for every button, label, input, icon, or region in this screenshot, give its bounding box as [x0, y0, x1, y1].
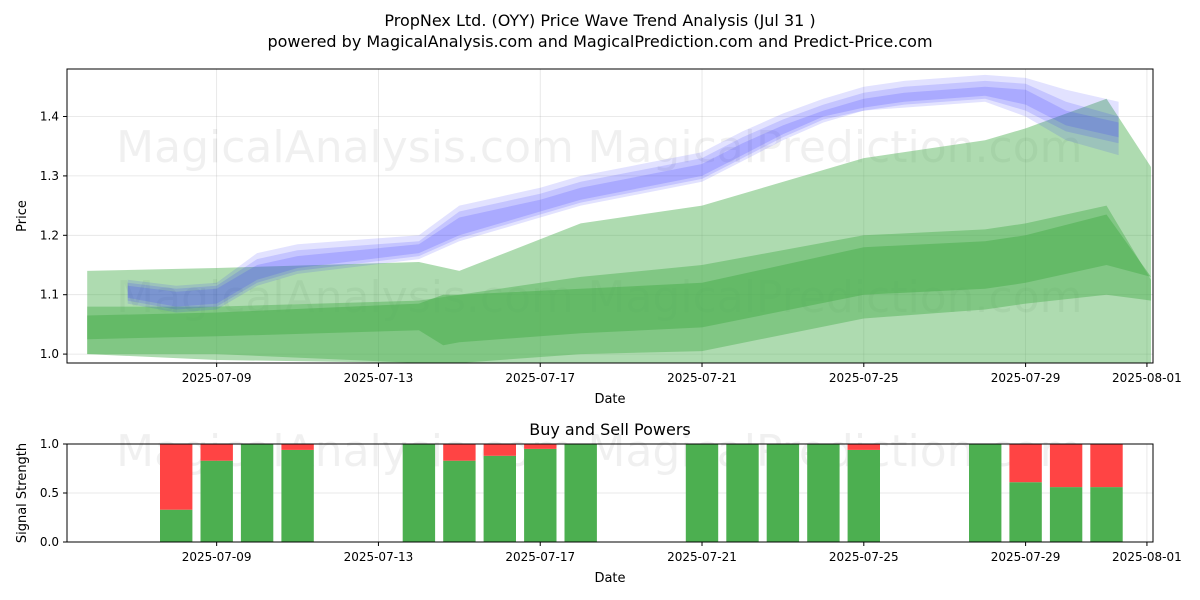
sell-power-bar	[483, 444, 516, 456]
blue-price-wave-band	[127, 86, 1119, 307]
sell-power-bar	[1009, 444, 1042, 483]
buy-power-bar	[200, 460, 233, 542]
price-x-tick-label: 2025-07-13	[344, 371, 414, 385]
blue-price-wave-band	[127, 74, 1119, 313]
signal-panel: Buy and Sell Powers MagicalAnalysis.comM…	[15, 420, 1182, 586]
price-x-tick-label: 2025-07-17	[505, 371, 575, 385]
signal-x-tick-label: 2025-07-17	[505, 550, 575, 564]
blue-price-wave-band	[127, 80, 1119, 310]
buy-power-bar	[1049, 487, 1083, 542]
green-prediction-band	[87, 98, 1152, 363]
signal-x-tick-label: 2025-08-01	[1112, 550, 1182, 564]
buy-power-bar	[402, 444, 436, 542]
watermark-text: MagicalPrediction.com	[588, 122, 1083, 173]
price-x-tick-label: 2025-07-21	[667, 371, 737, 385]
buy-power-bar	[281, 449, 314, 542]
chart-title: PropNex Ltd. (OYY) Price Wave Trend Anal…	[384, 11, 815, 30]
buy-power-bar	[726, 444, 759, 542]
price-y-ticks: 1.0 1.1 1.2 1.3 1.4	[40, 110, 67, 361]
price-y-tick-label: 1.0	[40, 347, 59, 361]
sell-power-bar	[1090, 444, 1123, 488]
signal-x-tick-label: 2025-07-29	[991, 550, 1061, 564]
price-x-ticks: 2025-07-09 2025-07-13 2025-07-17 2025-07-21…	[182, 363, 1182, 385]
buy-power-bar	[160, 509, 193, 542]
buy-power-bar	[685, 444, 719, 542]
buy-power-bar	[847, 449, 880, 542]
signal-x-tick-label: 2025-07-09	[182, 550, 252, 564]
sell-power-bar	[524, 444, 557, 449]
price-y-tick-label: 1.1	[40, 288, 59, 302]
sell-power-bar	[847, 444, 880, 450]
signal-x-label: Date	[594, 571, 625, 586]
signal-x-tick-label: 2025-07-25	[829, 550, 899, 564]
signal-x-tick-label: 2025-07-13	[344, 550, 414, 564]
signal-x-ticks: 2025-07-09 2025-07-13 2025-07-17 2025-07-21…	[182, 542, 1182, 564]
price-x-tick-label: 2025-07-09	[182, 371, 252, 385]
sell-power-bar	[200, 444, 233, 461]
signal-bars	[160, 444, 1123, 542]
price-bands	[87, 74, 1152, 363]
price-y-label: Price	[15, 200, 30, 232]
sell-power-bar	[1049, 444, 1083, 488]
signal-y-tick-label: 0.0	[40, 535, 59, 549]
price-x-tick-label: 2025-07-25	[829, 371, 899, 385]
signal-y-label: Signal Strength	[15, 443, 30, 543]
price-x-tick-label: 2025-08-01	[1112, 371, 1182, 385]
price-x-label: Date	[594, 392, 625, 407]
buy-power-bar	[483, 455, 516, 542]
price-y-tick-label: 1.4	[40, 110, 59, 124]
price-panel: MagicalAnalysis.com MagicalPrediction.com…	[15, 68, 1182, 407]
signal-y-ticks: 0.0 0.5 1.0	[40, 437, 67, 549]
signal-title: Buy and Sell Powers	[529, 420, 691, 439]
signal-y-tick-label: 0.5	[40, 486, 59, 500]
signal-y-tick-label: 1.0	[40, 437, 59, 451]
buy-power-bar	[443, 460, 476, 542]
buy-power-bar	[969, 444, 1002, 542]
buy-power-bar	[564, 444, 597, 542]
sell-power-bar	[443, 444, 476, 461]
buy-power-bar	[766, 444, 800, 542]
buy-power-bar	[1009, 482, 1042, 542]
signal-x-tick-label: 2025-07-21	[667, 550, 737, 564]
buy-power-bar	[1090, 487, 1123, 542]
sell-power-bar	[281, 444, 314, 450]
price-y-tick-label: 1.2	[40, 228, 59, 242]
chart-subtitle: powered by MagicalAnalysis.com and Magic…	[267, 32, 932, 51]
price-x-tick-label: 2025-07-29	[991, 371, 1061, 385]
sell-power-bar	[160, 444, 193, 510]
watermark-text: MagicalAnalysis.com	[116, 122, 574, 173]
buy-power-bar	[524, 448, 557, 542]
green-prediction-band	[87, 214, 1152, 346]
price-y-tick-label: 1.3	[40, 169, 59, 183]
buy-power-bar	[240, 444, 274, 542]
price-axes-frame	[66, 68, 1154, 364]
buy-power-bar	[807, 444, 840, 542]
